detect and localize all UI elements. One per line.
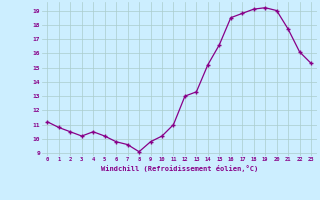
X-axis label: Windchill (Refroidissement éolien,°C): Windchill (Refroidissement éolien,°C) — [100, 165, 258, 172]
